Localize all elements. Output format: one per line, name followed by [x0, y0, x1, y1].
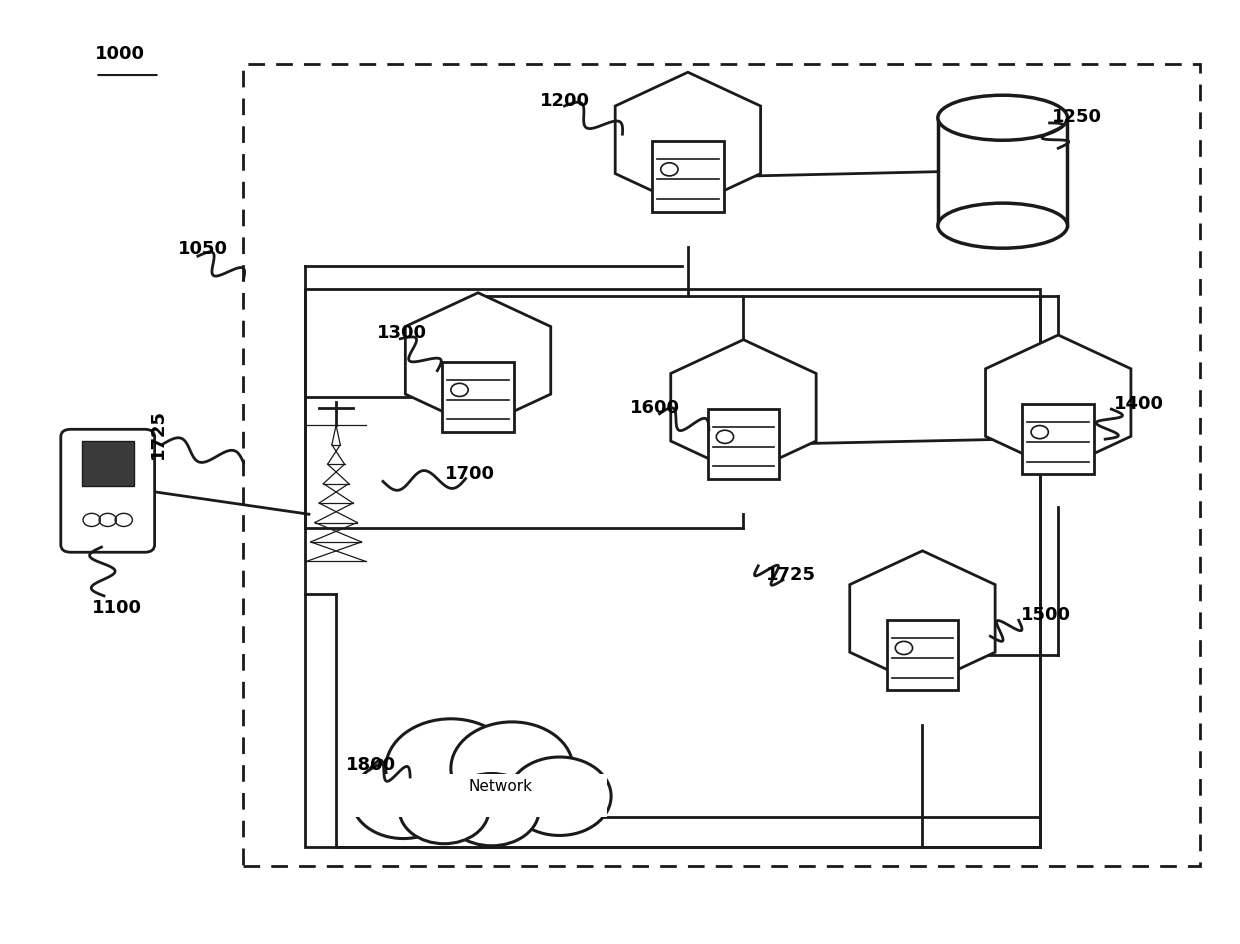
Polygon shape: [671, 340, 816, 475]
Circle shape: [386, 718, 516, 818]
Circle shape: [451, 722, 573, 815]
Bar: [243, 64, 1200, 867]
Text: 1300: 1300: [377, 324, 427, 342]
Text: 1250: 1250: [1052, 109, 1102, 126]
Polygon shape: [986, 335, 1131, 470]
Bar: [937, 118, 1068, 226]
Circle shape: [352, 760, 455, 838]
Bar: [708, 409, 779, 479]
Bar: [443, 362, 513, 432]
Text: 1200: 1200: [539, 93, 590, 110]
Text: 1400: 1400: [1114, 396, 1164, 413]
Text: 1800: 1800: [346, 756, 396, 774]
Text: 1050: 1050: [179, 240, 228, 258]
Bar: [305, 289, 1039, 848]
Bar: [652, 142, 724, 211]
Ellipse shape: [937, 95, 1068, 141]
Bar: [887, 620, 959, 690]
Circle shape: [508, 757, 611, 835]
Text: 1725: 1725: [765, 566, 816, 584]
Text: 1000: 1000: [95, 45, 145, 63]
Text: 1600: 1600: [630, 399, 680, 417]
Bar: [348, 773, 608, 817]
Text: Network: Network: [469, 779, 532, 794]
Bar: [1023, 404, 1094, 474]
Polygon shape: [849, 551, 996, 686]
Polygon shape: [405, 293, 551, 428]
Text: 1725: 1725: [149, 410, 166, 460]
Bar: [82, 441, 134, 486]
Ellipse shape: [937, 203, 1068, 248]
Polygon shape: [615, 73, 760, 208]
Text: 1700: 1700: [445, 464, 495, 483]
Text: 1500: 1500: [1022, 606, 1071, 624]
Circle shape: [399, 776, 489, 844]
FancyBboxPatch shape: [61, 430, 155, 552]
Text: 1100: 1100: [92, 599, 141, 617]
Circle shape: [444, 773, 539, 846]
